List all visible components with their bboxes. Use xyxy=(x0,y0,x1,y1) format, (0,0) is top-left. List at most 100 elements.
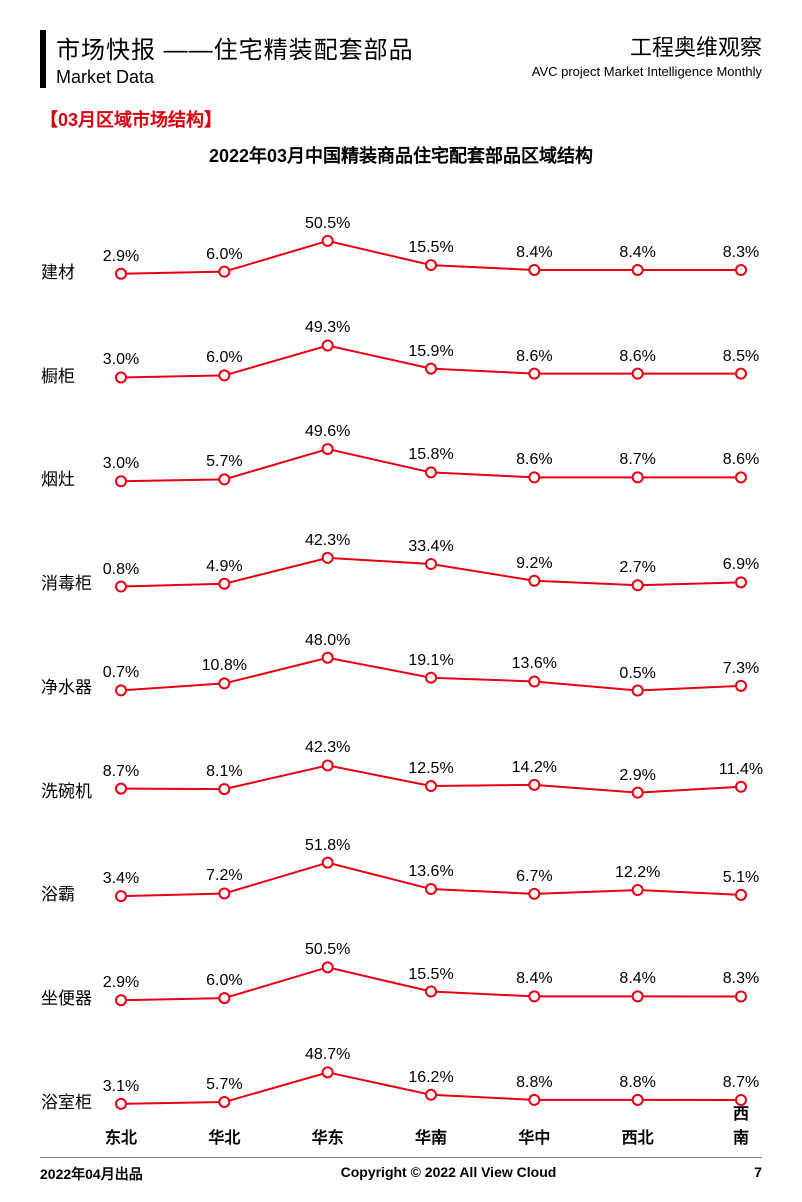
data-label: 3.0% xyxy=(103,455,139,473)
data-marker xyxy=(323,760,333,770)
data-marker xyxy=(219,370,229,380)
data-label: 8.5% xyxy=(723,348,759,366)
data-marker xyxy=(116,372,126,382)
data-marker xyxy=(323,858,333,868)
footer-center: Copyright © 2022 All View Cloud xyxy=(143,1164,754,1184)
x-axis-label: 华东 xyxy=(312,1124,344,1148)
data-label: 8.6% xyxy=(516,451,552,469)
data-marker xyxy=(736,991,746,1001)
data-marker xyxy=(633,788,643,798)
data-label: 49.6% xyxy=(305,423,350,441)
data-marker xyxy=(323,236,333,246)
row-label: 浴霸 xyxy=(41,880,111,905)
data-label: 9.2% xyxy=(516,555,552,573)
data-label: 15.8% xyxy=(408,446,453,464)
data-marker xyxy=(426,559,436,569)
data-marker xyxy=(323,444,333,454)
data-label: 42.3% xyxy=(305,739,350,757)
data-marker xyxy=(426,781,436,791)
header-left-en: Market Data xyxy=(56,67,414,88)
data-label: 5.7% xyxy=(206,1076,242,1094)
data-marker xyxy=(426,1090,436,1100)
data-marker xyxy=(426,467,436,477)
chart-svg xyxy=(41,178,761,1148)
header-left-cn: 市场快报 ——住宅精装配套部品 xyxy=(56,30,414,65)
data-label: 48.0% xyxy=(305,632,350,650)
data-label: 8.4% xyxy=(619,244,655,262)
data-marker xyxy=(426,673,436,683)
section-title: 【03月区域市场结构】 xyxy=(40,106,762,132)
data-marker xyxy=(323,553,333,563)
data-label: 19.1% xyxy=(408,652,453,670)
data-label: 49.3% xyxy=(305,319,350,337)
data-marker xyxy=(219,678,229,688)
data-label: 2.9% xyxy=(619,767,655,785)
data-label: 14.2% xyxy=(512,759,557,777)
row-label: 橱柜 xyxy=(41,362,111,387)
data-marker xyxy=(633,1095,643,1105)
data-label: 5.7% xyxy=(206,453,242,471)
data-label: 15.5% xyxy=(408,966,453,984)
data-marker xyxy=(529,889,539,899)
data-label: 8.7% xyxy=(619,451,655,469)
data-label: 16.2% xyxy=(408,1069,453,1087)
data-label: 6.9% xyxy=(723,556,759,574)
data-label: 11.4% xyxy=(719,761,763,779)
footer-left: 2022年04月出品 xyxy=(40,1164,143,1184)
data-label: 8.6% xyxy=(619,348,655,366)
data-label: 6.0% xyxy=(206,349,242,367)
data-label: 2.7% xyxy=(619,559,655,577)
data-marker xyxy=(736,472,746,482)
x-axis-label: 华北 xyxy=(208,1124,240,1148)
data-marker xyxy=(426,364,436,374)
data-marker xyxy=(633,472,643,482)
data-marker xyxy=(219,888,229,898)
data-marker xyxy=(426,260,436,270)
data-marker xyxy=(116,891,126,901)
data-marker xyxy=(529,369,539,379)
row-label: 烟灶 xyxy=(41,465,111,490)
footer-page-number: 7 xyxy=(754,1164,762,1184)
data-label: 48.7% xyxy=(305,1046,350,1064)
data-label: 15.5% xyxy=(408,239,453,257)
data-label: 8.8% xyxy=(619,1074,655,1092)
x-axis-label: 西南 xyxy=(731,1100,751,1148)
row-label: 建材 xyxy=(41,258,111,283)
data-label: 8.6% xyxy=(723,451,759,469)
data-label: 2.9% xyxy=(103,974,139,992)
data-marker xyxy=(219,784,229,794)
row-label: 净水器 xyxy=(41,673,111,698)
row-label: 洗碗机 xyxy=(41,777,111,802)
data-marker xyxy=(633,991,643,1001)
data-marker xyxy=(736,265,746,275)
data-marker xyxy=(116,685,126,695)
data-marker xyxy=(736,369,746,379)
data-marker xyxy=(633,885,643,895)
data-label: 8.3% xyxy=(723,244,759,262)
data-label: 3.0% xyxy=(103,351,139,369)
data-label: 50.5% xyxy=(305,215,350,233)
data-label: 12.5% xyxy=(408,760,453,778)
row-label: 坐便器 xyxy=(41,984,111,1009)
data-marker xyxy=(219,474,229,484)
data-marker xyxy=(116,269,126,279)
x-axis-label: 华南 xyxy=(415,1124,447,1148)
data-label: 10.8% xyxy=(202,657,247,675)
data-marker xyxy=(633,369,643,379)
data-label: 33.4% xyxy=(408,538,453,556)
row-label: 浴室柜 xyxy=(41,1088,111,1113)
data-label: 4.9% xyxy=(206,558,242,576)
data-label: 6.0% xyxy=(206,246,242,264)
data-marker xyxy=(116,784,126,794)
data-marker xyxy=(633,580,643,590)
data-label: 13.6% xyxy=(408,863,453,881)
x-axis-label: 华中 xyxy=(518,1124,550,1148)
data-marker xyxy=(219,267,229,277)
data-marker xyxy=(529,1095,539,1105)
data-marker xyxy=(736,890,746,900)
data-marker xyxy=(426,987,436,997)
data-label: 50.5% xyxy=(305,941,350,959)
data-label: 6.0% xyxy=(206,972,242,990)
data-marker xyxy=(736,681,746,691)
data-marker xyxy=(426,884,436,894)
